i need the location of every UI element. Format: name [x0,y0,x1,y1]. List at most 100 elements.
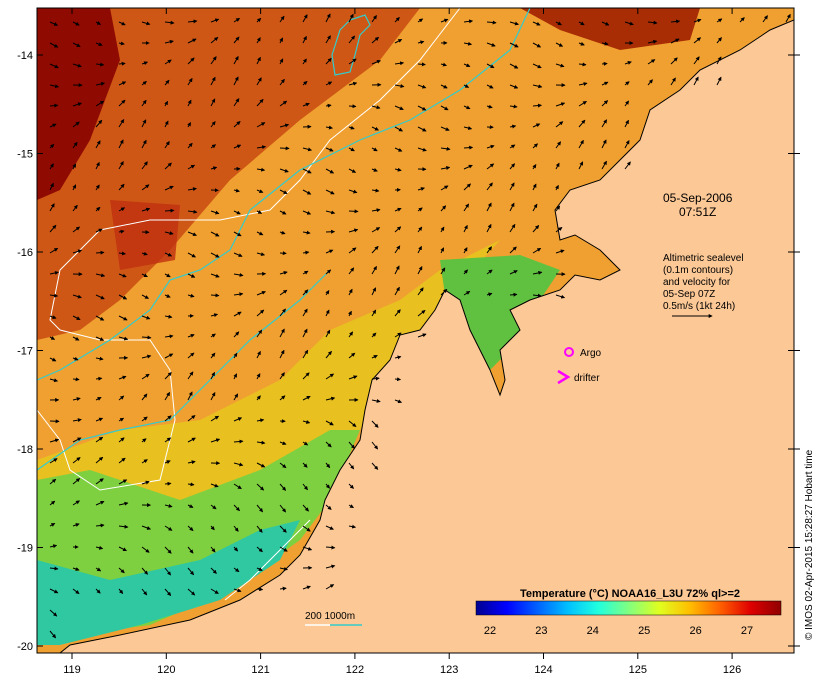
velocity-arrow [601,21,610,26]
velocity-arrow [256,440,266,445]
velocity-arrow [72,437,82,443]
velocity-arrow [509,42,519,48]
velocity-arrow [279,349,285,359]
velocity-arrow [486,269,493,275]
velocity-arrow [95,478,104,485]
svg-text:Altimetric sealevel: Altimetric sealevel [663,253,744,264]
velocity-arrow [49,438,60,443]
velocity-arrow [302,35,307,44]
velocity-arrow [302,80,308,86]
velocity-arrow [233,144,242,149]
velocity-arrow [440,126,450,131]
velocity-arrow [279,37,284,44]
velocity-arrow [95,588,101,594]
velocity-arrow [578,100,587,107]
velocity-arrow [256,189,264,193]
velocity-arrow [555,294,566,299]
velocity-arrow [394,207,402,212]
latitude-axis: -14 -15 -16 -17 -18 -19 -20 [17,50,800,653]
velocity-arrow [49,271,59,275]
plot-frame [36,7,795,654]
plot-area [37,8,794,653]
velocity-arrow [210,98,216,107]
velocity-arrow [210,333,216,338]
velocity-arrow [739,17,745,23]
velocity-arrow [394,265,400,275]
velocity-arrow [164,231,174,236]
velocity-arrow [49,143,55,149]
velocity-arrow [233,292,244,297]
velocity-arrow [95,81,106,86]
velocity-arrow [210,415,220,422]
velocity-arrow [532,203,538,212]
velocity-arrow [256,462,266,468]
velocity-arrow [624,81,630,86]
velocity-arrow [532,143,538,149]
velocity-arrow [256,525,263,533]
velocity-arrows [49,13,791,639]
velocity-arrow [325,441,332,448]
velocity-arrow [187,252,196,258]
velocity-arrow [187,567,195,576]
velocity-arrow [578,119,586,128]
velocity-arrow [187,352,195,359]
velocity-arrow [95,42,103,46]
velocity-arrow [118,524,129,529]
velocity-arrow [302,210,312,215]
velocity-arrow [463,164,473,170]
velocity-arrow [716,56,722,65]
velocity-arrow [509,144,516,149]
velocity-arrow [233,567,240,573]
velocity-arrow [509,292,518,297]
velocity-arrow [49,103,59,108]
velocity-arrow [49,336,56,340]
velocity-arrow [49,123,57,128]
velocity-arrow [141,21,151,26]
velocity-arrow [95,523,105,528]
velocity-arrow [95,119,103,128]
velocity-arrow [647,79,653,86]
isobath-1000m-south [37,269,331,471]
velocity-arrow [716,76,722,86]
velocity-arrow [72,377,80,382]
lon-tick-label: 126 [723,664,741,676]
velocity-arrow [670,19,681,24]
velocity-arrow [164,140,170,149]
velocity-arrow [164,208,175,213]
velocity-arrow [256,56,261,65]
velocity-arrow [164,415,172,422]
velocity-arrow [95,500,105,506]
velocity-arrow [279,395,286,401]
velocity-arrow [371,105,381,110]
velocity-arrow [210,76,216,86]
velocity-arrow [417,226,423,233]
velocity-arrow [118,207,126,212]
lat-tick-label: -18 [17,444,33,456]
lon-tick-label: 119 [63,664,81,676]
velocity-arrow [72,523,80,527]
velocity-arrow [440,288,448,296]
velocity-arrow [302,289,309,296]
velocity-arrow [118,229,125,234]
velocity-arrow [532,247,542,254]
lat-tick-label: -14 [17,50,33,62]
velocity-arrow [141,251,148,256]
velocity-arrow [693,37,702,44]
velocity-arrow [325,35,331,44]
velocity-arrow [394,245,401,254]
colorbar-gradient [475,600,782,616]
velocity-arrow [486,223,492,233]
velocity-arrow [348,524,357,529]
velocity-arrow [463,145,474,150]
lon-tick-label: 120 [157,664,175,676]
velocity-arrow [72,21,80,26]
velocity-arrow [49,500,56,506]
colorbar-tick-label: 26 [689,625,701,637]
velocity-arrow [210,525,215,531]
velocity-arrow [141,416,148,422]
velocity-arrow [463,84,470,88]
velocity-arrow [95,21,102,25]
velocity-arrow [371,167,378,172]
velocity-arrow [210,293,220,298]
velocity-arrow [72,478,81,485]
